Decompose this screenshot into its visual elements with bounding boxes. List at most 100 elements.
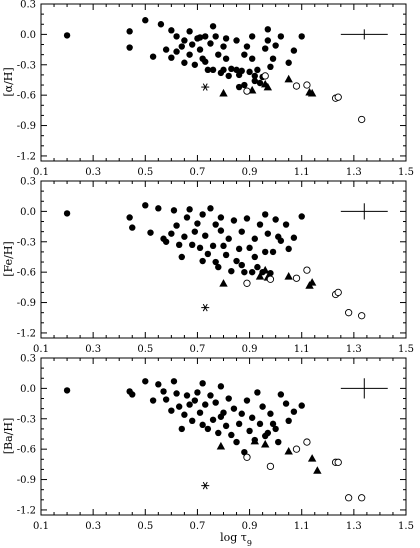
filled-triangle-point bbox=[284, 272, 293, 280]
filled-circle-point bbox=[225, 235, 232, 242]
filled-triangle-point bbox=[219, 88, 228, 97]
open-circle-point bbox=[292, 445, 301, 453]
filled-circle-point bbox=[222, 35, 230, 42]
filled-circle-point bbox=[202, 232, 209, 239]
filled-circle-point bbox=[269, 420, 277, 428]
filled-circle-point bbox=[267, 269, 274, 277]
x-tick-label: 0.1 bbox=[33, 344, 49, 355]
x-tick-label: 0.9 bbox=[242, 167, 258, 178]
filled-circle-point bbox=[181, 37, 188, 44]
filled-circle-point bbox=[183, 214, 191, 221]
x-tick-label: 0.1 bbox=[33, 521, 49, 532]
filled-circle-point bbox=[142, 378, 149, 385]
open-circle-point bbox=[243, 87, 251, 95]
y-tick-label: -0.6 bbox=[17, 91, 36, 102]
filled-circle-point bbox=[228, 65, 235, 73]
y-tick-label: -0.9 bbox=[17, 121, 36, 132]
filled-circle-point bbox=[170, 207, 178, 214]
filled-circle-point bbox=[215, 263, 222, 271]
filled-circle-point bbox=[191, 228, 199, 235]
filled-circle-point bbox=[207, 392, 214, 399]
x-tick-label: 1.3 bbox=[346, 344, 362, 355]
open-circle-point bbox=[334, 93, 342, 101]
y-tick-label: 0.3 bbox=[20, 0, 36, 11]
filled-circle-point bbox=[126, 28, 133, 35]
asterisk-stroke bbox=[202, 303, 208, 312]
filled-circle-point bbox=[126, 214, 133, 221]
x-axis-label: log τ9 bbox=[220, 531, 252, 548]
y-tick-label: -0.6 bbox=[17, 445, 36, 456]
filled-triangle-point bbox=[219, 279, 228, 287]
filled-circle-point bbox=[233, 257, 240, 265]
filled-circle-point bbox=[262, 45, 269, 52]
filled-circle-point bbox=[168, 230, 175, 237]
filled-circle-point bbox=[202, 58, 209, 65]
filled-circle-point bbox=[196, 409, 204, 416]
filled-circle-point bbox=[251, 72, 258, 80]
filled-circle-point bbox=[225, 72, 232, 80]
filled-circle-point bbox=[173, 390, 180, 397]
filled-circle-point bbox=[251, 77, 258, 85]
filled-circle-point bbox=[259, 403, 266, 410]
filled-circle-point bbox=[269, 55, 277, 62]
asterisk-stroke bbox=[202, 481, 208, 490]
filled-circle-point bbox=[225, 395, 232, 402]
x-tick-label: 0.3 bbox=[85, 521, 101, 532]
filled-circle-point bbox=[220, 43, 227, 50]
filled-circle-point bbox=[246, 68, 253, 76]
asterisk-stroke bbox=[202, 83, 208, 91]
filled-circle-point bbox=[142, 17, 149, 24]
x-tick-label: 0.1 bbox=[33, 167, 49, 178]
x-tick-label: 1.5 bbox=[398, 167, 414, 178]
filled-circle-point bbox=[251, 253, 258, 261]
filled-circle-point bbox=[251, 235, 258, 242]
open-circle-point bbox=[243, 279, 251, 287]
filled-circle-point bbox=[256, 79, 264, 87]
filled-circle-point bbox=[298, 213, 305, 220]
filled-circle-point bbox=[241, 51, 248, 58]
filled-circle-point bbox=[155, 381, 162, 388]
y-tick-label: -0.6 bbox=[17, 268, 36, 279]
data-marks bbox=[63, 17, 388, 124]
y-tick-label: -1.2 bbox=[17, 151, 36, 162]
filled-circle-point bbox=[264, 429, 272, 437]
filled-circle-point bbox=[212, 221, 219, 228]
filled-circle-point bbox=[220, 409, 227, 416]
filled-circle-point bbox=[173, 33, 180, 40]
asterisk-point bbox=[201, 303, 210, 312]
filled-circle-point bbox=[290, 234, 298, 241]
filled-circle-point bbox=[235, 83, 243, 91]
plot-frame bbox=[40, 3, 407, 162]
filled-circle-point bbox=[222, 55, 230, 62]
y-axis-label: [α/H] bbox=[2, 67, 15, 96]
filled-circle-point bbox=[264, 230, 272, 237]
filled-circle-point bbox=[248, 268, 256, 276]
open-circle-point bbox=[344, 494, 353, 502]
filled-circle-point bbox=[262, 248, 269, 256]
filled-circle-point bbox=[277, 237, 285, 244]
x-tick-labels: 0.1 0.3 0.5 0.7 0.9 1.1 1.3 1.5 bbox=[33, 521, 414, 532]
filled-circle-point bbox=[207, 205, 214, 212]
x-tick-label: 0.7 bbox=[189, 344, 205, 355]
filled-circle-point bbox=[142, 202, 149, 209]
filled-circle-point bbox=[147, 229, 154, 236]
x-tick-label: 0.3 bbox=[85, 167, 101, 178]
y-tick-labels: 0.3 0.0 -0.3 -0.6 -0.9 -1.2 bbox=[17, 177, 36, 340]
x-tick-label: 1.3 bbox=[346, 521, 362, 532]
filled-circle-point bbox=[233, 37, 240, 44]
y-tick-label: -0.3 bbox=[17, 60, 36, 71]
filled-circle-point bbox=[129, 224, 136, 231]
filled-circle-point bbox=[248, 55, 256, 62]
open-circle-point bbox=[358, 115, 366, 124]
filled-circle-point bbox=[277, 391, 285, 398]
filled-circle-point bbox=[238, 410, 245, 417]
filled-circle-point bbox=[285, 59, 292, 66]
y-tick-label: -0.9 bbox=[17, 298, 36, 309]
y-tick-label: 0.0 bbox=[20, 30, 36, 41]
filled-circle-point bbox=[212, 258, 219, 266]
filled-circle-point bbox=[183, 392, 191, 399]
filled-circle-point bbox=[178, 43, 185, 50]
filled-circle-point bbox=[275, 438, 282, 446]
filled-circle-point bbox=[196, 46, 204, 53]
filled-circle-point bbox=[204, 66, 212, 74]
